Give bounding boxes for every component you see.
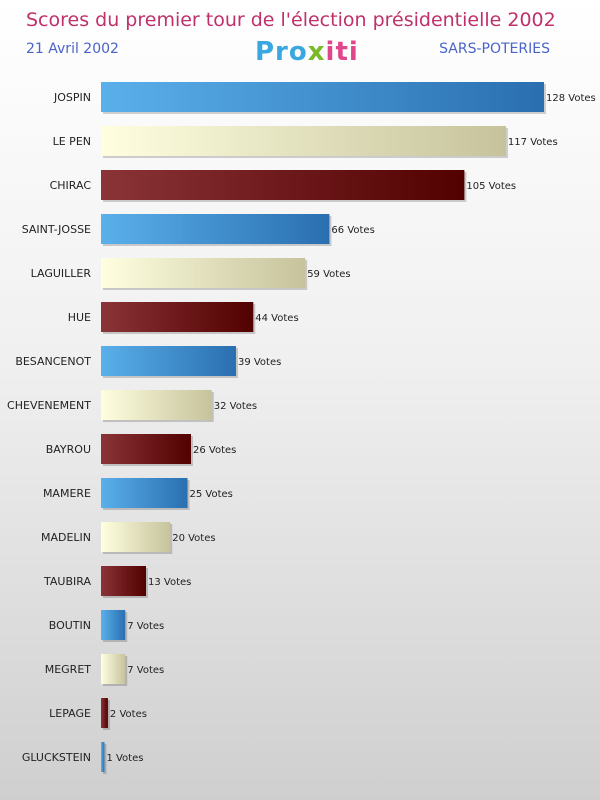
category-label: CHIRAC [50, 179, 92, 192]
value-label: 7 Votes [127, 621, 164, 632]
value-label: 117 Votes [508, 137, 558, 148]
bar-shadow [103, 744, 107, 774]
value-label: 20 Votes [172, 533, 215, 544]
logo-part-2: x [307, 37, 326, 67]
bar [101, 126, 506, 156]
logo-part-3: iti [325, 37, 359, 67]
value-label: 26 Votes [193, 445, 236, 456]
category-label: GLUCKSTEIN [22, 751, 91, 764]
category-label: SAINT-JOSSE [22, 223, 91, 236]
bar [101, 170, 465, 200]
value-label: 25 Votes [190, 489, 233, 500]
value-label: 7 Votes [127, 665, 164, 676]
proxiti-logo: Proxiti [255, 37, 359, 67]
bar [101, 742, 105, 772]
category-label: BOUTIN [49, 619, 91, 632]
category-label: CHEVENEMENT [7, 399, 91, 412]
commune-name: SARS-POTERIES [439, 41, 550, 57]
value-label: 59 Votes [307, 269, 350, 280]
category-label: JOSPIN [53, 91, 91, 104]
category-label: LE PEN [53, 135, 91, 148]
value-label: 44 Votes [255, 313, 298, 324]
value-label: 39 Votes [238, 357, 281, 368]
logo-part-1: Pro [255, 37, 308, 67]
value-label: 13 Votes [148, 577, 191, 588]
category-label: LEPAGE [49, 707, 91, 720]
category-label: MADELIN [41, 531, 91, 544]
category-label: BAYROU [46, 443, 91, 456]
category-label: TAUBIRA [43, 575, 91, 588]
value-label: 105 Votes [466, 181, 516, 192]
bar [101, 346, 236, 376]
bar [101, 214, 330, 244]
bar [101, 698, 108, 728]
bar [101, 302, 254, 332]
bar [101, 566, 146, 596]
category-label: MEGRET [45, 663, 92, 676]
category-label: LAGUILLER [31, 267, 92, 280]
bar [101, 654, 126, 684]
bar [101, 522, 171, 552]
chart-title: Scores du premier tour de l'élection pré… [26, 9, 556, 31]
category-label: BESANCENOT [15, 355, 91, 368]
category-label: MAMERE [43, 487, 91, 500]
election-date: 21 Avril 2002 [26, 41, 119, 57]
value-label: 66 Votes [331, 225, 374, 236]
bar [101, 434, 191, 464]
bar [101, 82, 544, 112]
bar [101, 390, 212, 420]
bar [101, 478, 188, 508]
value-label: 32 Votes [214, 401, 257, 412]
bar [101, 610, 126, 640]
category-label: HUE [68, 311, 91, 324]
value-label: 1 Votes [106, 753, 143, 764]
value-label: 128 Votes [546, 93, 596, 104]
bar [101, 258, 306, 288]
value-label: 2 Votes [110, 709, 147, 720]
